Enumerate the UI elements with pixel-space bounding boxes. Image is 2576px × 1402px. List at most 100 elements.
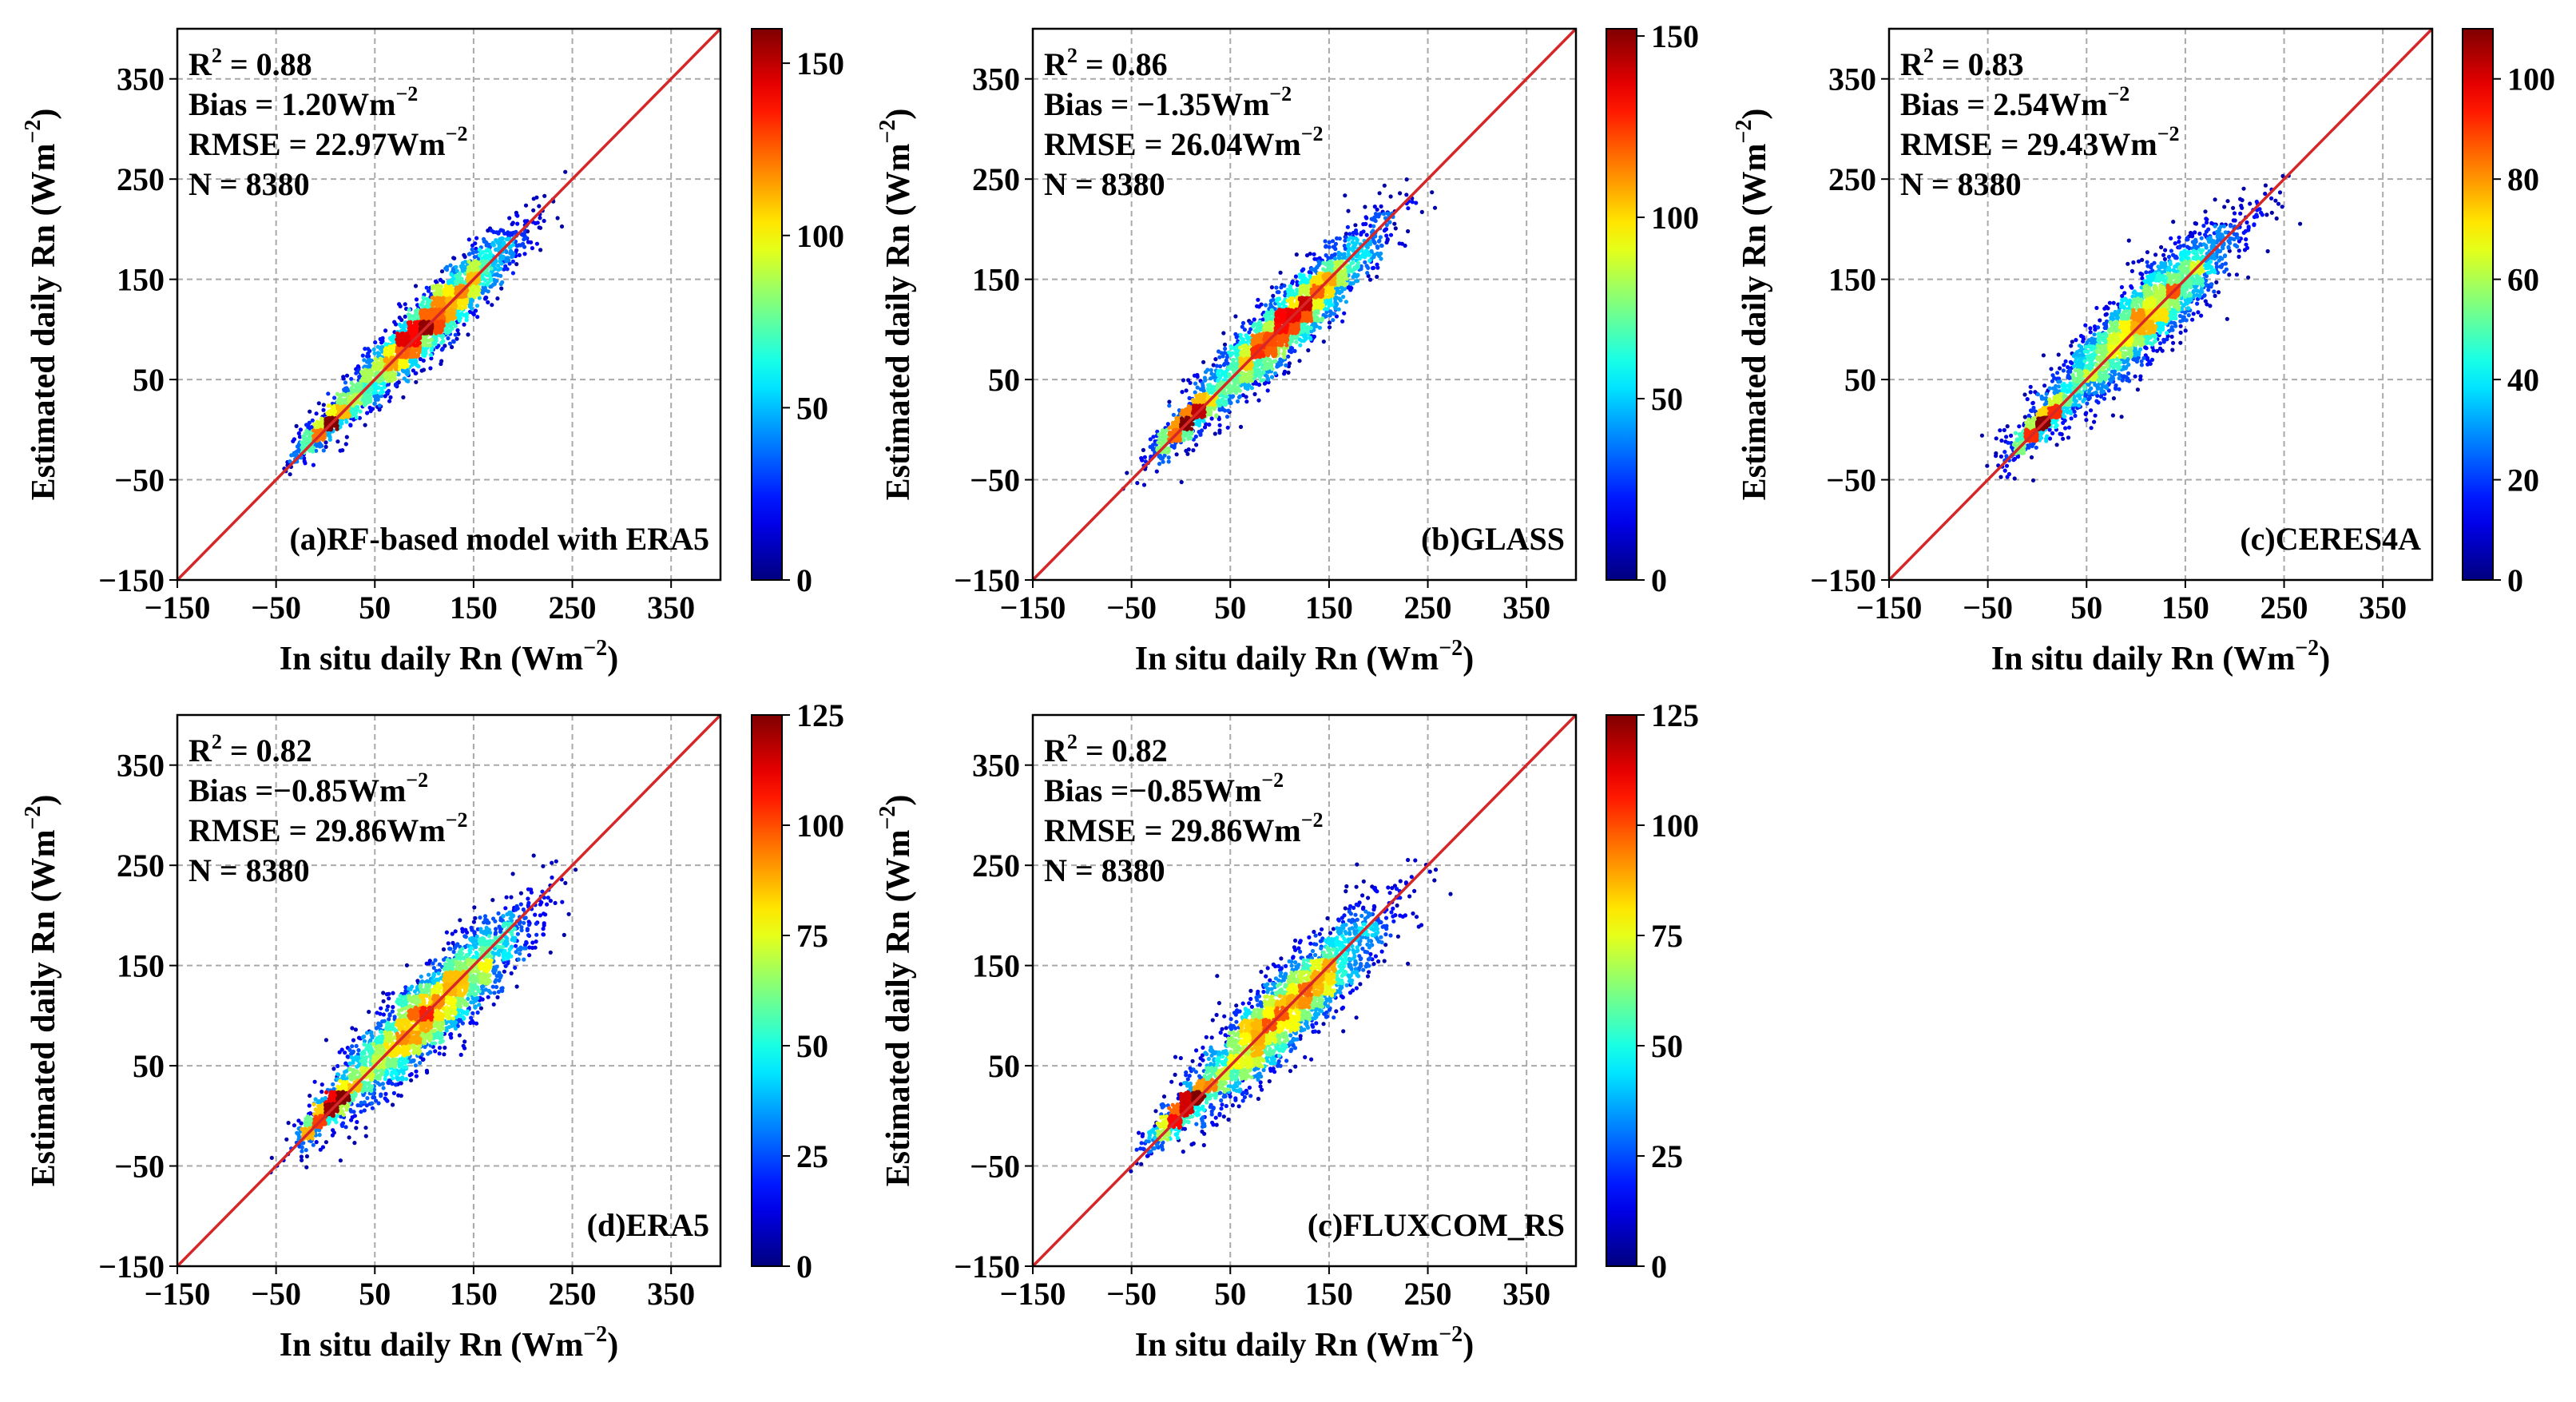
scatter-point — [1353, 223, 1358, 228]
scatter-point — [367, 405, 372, 410]
scatter-point — [1312, 334, 1316, 339]
scatter-point — [1223, 391, 1228, 396]
scatter-point — [372, 401, 377, 406]
scatter-point — [1354, 279, 1359, 284]
scatter-point — [1336, 279, 1340, 284]
scatter-point — [1244, 395, 1248, 399]
scatter-point — [385, 371, 390, 375]
colorbar — [751, 28, 783, 581]
scatter-point — [1308, 273, 1312, 279]
scatter-point — [1244, 399, 1249, 404]
scatter-point — [1209, 416, 1214, 421]
scatter-point — [304, 438, 309, 443]
scatter-point — [474, 304, 480, 308]
scatter-point — [1247, 378, 1252, 383]
scatter-point — [1264, 303, 1268, 308]
scatter-point — [510, 271, 516, 276]
scatter-point — [1244, 367, 1248, 371]
scatter-point — [1233, 348, 1238, 353]
scatter-point — [402, 376, 407, 381]
scatter-point — [346, 391, 351, 396]
scatter-point — [466, 259, 471, 264]
scatter-point — [1352, 245, 1356, 250]
scatter-point — [522, 237, 526, 242]
scatter-point — [373, 356, 378, 361]
scatter-point — [288, 472, 292, 477]
scatter-point — [1167, 403, 1172, 408]
scatter-point — [384, 375, 389, 380]
scatter-point — [323, 444, 328, 450]
scatter-point — [406, 379, 411, 383]
scatter-point — [559, 224, 565, 229]
scatter-point — [433, 342, 438, 347]
scatter-point — [446, 330, 451, 335]
scatter-point — [1194, 422, 1199, 427]
scatter-point — [415, 324, 419, 328]
scatter-point — [1201, 383, 1205, 388]
scatter-point — [353, 412, 358, 417]
scatter-point — [486, 253, 491, 258]
scatter-point — [433, 328, 438, 333]
scatter-point — [1195, 372, 1200, 378]
scatter-point — [378, 336, 383, 342]
scatter-point — [428, 310, 434, 315]
scatter-point — [510, 253, 515, 259]
scatter-point — [472, 295, 478, 300]
scatter-point — [439, 269, 445, 274]
scatter-point — [1217, 423, 1222, 427]
scatter-point — [344, 435, 349, 439]
scatter-point — [450, 315, 454, 320]
scatter-point — [352, 408, 357, 413]
scatter-point — [379, 364, 383, 369]
scatter-point — [1342, 311, 1347, 316]
scatter-point — [1404, 177, 1409, 182]
scatter-point — [1207, 422, 1212, 427]
scatter-point — [1326, 272, 1331, 276]
scatter-point — [454, 280, 458, 284]
scatter-point — [1141, 447, 1145, 453]
scatter-point — [1125, 471, 1129, 475]
scatter-point — [1404, 193, 1409, 197]
scatter-point — [327, 403, 332, 408]
scatter-point — [563, 169, 568, 174]
scatter-point — [377, 407, 382, 412]
scatter-point — [504, 249, 509, 255]
scatter-point — [1430, 190, 1435, 195]
scatter-point — [1157, 436, 1162, 441]
scatter-point — [335, 427, 339, 431]
scatter-point — [1349, 286, 1354, 291]
scatter-point — [433, 279, 439, 284]
scatter-point — [370, 371, 375, 376]
scatter-point — [1214, 414, 1219, 419]
scatter-point — [1282, 349, 1287, 354]
scatter-point — [343, 380, 348, 385]
x-tick-label: −50 — [251, 590, 301, 626]
scatter-point — [1196, 399, 1201, 403]
scatter-point — [1366, 265, 1371, 270]
scatter-point — [494, 279, 499, 284]
scatter-point — [415, 308, 420, 312]
scatter-point — [402, 328, 407, 333]
scatter-point — [1252, 391, 1257, 396]
scatter-point — [515, 213, 520, 218]
scatter-point — [510, 220, 515, 225]
scatter-point — [376, 379, 381, 383]
scatter-point — [1316, 259, 1321, 264]
scatter-point — [496, 231, 501, 236]
scatter-point — [398, 342, 403, 347]
scatter-point — [1208, 383, 1213, 387]
scatter-point — [411, 347, 416, 351]
scatter-point — [534, 195, 539, 200]
scatter-point — [361, 378, 366, 383]
scatter-point — [1184, 388, 1189, 393]
scatter-point — [1264, 321, 1269, 326]
scatter-point — [1335, 288, 1340, 293]
scatter-point — [361, 371, 366, 376]
scatter-point — [451, 321, 457, 326]
scatter-point — [1377, 238, 1382, 243]
scatter-point — [507, 216, 512, 220]
scatter-point — [1382, 183, 1387, 188]
scatter-point — [487, 279, 492, 284]
rmse-annotation: RMSE = 22.97Wm−2 — [189, 122, 468, 162]
scatter-point — [1217, 349, 1221, 354]
